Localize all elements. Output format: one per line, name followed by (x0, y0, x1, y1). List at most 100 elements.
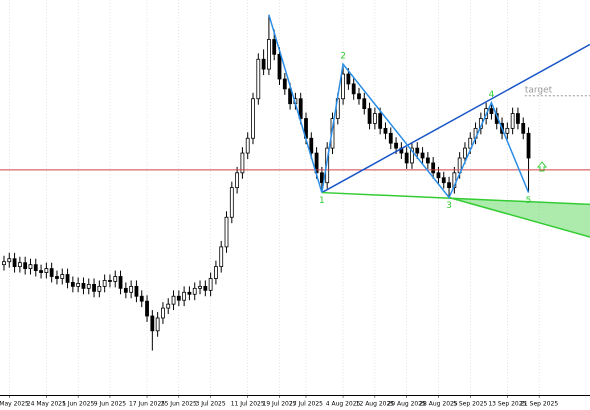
candle-body (203, 285, 208, 291)
candle-body (2, 261, 6, 266)
candle-body (113, 276, 118, 282)
candle-body (139, 295, 144, 302)
candle-body (394, 142, 398, 149)
candle-body (176, 295, 181, 301)
candle-body (346, 73, 351, 85)
candle-body (134, 285, 139, 297)
candle-body (187, 291, 192, 295)
candle-body (224, 216, 229, 248)
candle-body (49, 268, 54, 277)
candle-body (261, 58, 266, 70)
candle-body (516, 113, 520, 124)
candle-body (97, 285, 102, 292)
candle-body (510, 113, 515, 129)
candle-body (240, 152, 245, 174)
candle-body (521, 123, 526, 134)
candle-body (404, 152, 409, 164)
candle-body (145, 300, 149, 317)
candle-body (468, 137, 473, 149)
candle-body (309, 137, 314, 154)
candle-body (33, 264, 38, 271)
x-tick-label: 28 Aug 2025 (419, 401, 458, 408)
candle-body (256, 58, 261, 100)
candle-body (92, 283, 96, 292)
candle-body (489, 108, 494, 114)
candle-body (192, 287, 197, 295)
x-tick-label: 27 Jul 2025 (289, 401, 323, 408)
candle-body (198, 285, 202, 289)
x-tick-label: 1 Jun 2025 (62, 401, 94, 408)
candle-body (17, 262, 22, 268)
candle-body (388, 132, 393, 144)
candle-body (415, 147, 420, 154)
candle-body (282, 78, 287, 90)
x-tick-label: 4 Aug 2025 (326, 401, 361, 408)
candle-body (76, 283, 81, 287)
candle-body (86, 283, 91, 289)
x-tick-label: 19 Jul 2025 (263, 401, 297, 408)
candle-body (150, 315, 155, 332)
candle-body (383, 127, 388, 134)
candle-body (378, 113, 383, 129)
candle-body (367, 108, 372, 124)
candle-body (129, 285, 134, 293)
candle-body (362, 98, 367, 110)
x-tick-label: 12 Aug 2025 (356, 401, 395, 408)
candle-body (182, 291, 187, 301)
candle-body (341, 73, 345, 100)
candle-body (102, 280, 107, 287)
x-tick-label: 21 Sep 2025 (520, 401, 558, 408)
candle-body (436, 172, 441, 179)
candle-body (272, 39, 277, 55)
candle-body (505, 127, 510, 134)
wave-label: 5 (526, 196, 532, 206)
candle-body (245, 137, 250, 154)
candle-body (12, 258, 17, 268)
x-tick-label: 11 Jul 2025 (231, 401, 265, 408)
candle-body (319, 172, 324, 184)
candle-body (526, 132, 531, 159)
x-tick-label: 3 Jul 2025 (196, 401, 226, 408)
candle-body (171, 295, 176, 305)
candle-body (235, 172, 240, 189)
x-tick-label: 16 May 2025 (0, 401, 29, 408)
candle-body (23, 262, 28, 269)
candle-body (229, 187, 234, 218)
x-tick-label: 24 May 2025 (27, 401, 66, 408)
x-tick-label: 25 Jun 2025 (161, 401, 197, 408)
candle-body (28, 264, 33, 269)
trendline (321, 191, 590, 206)
x-tick-label: 9 Jun 2025 (94, 401, 126, 408)
wave-line (268, 14, 530, 199)
candle-body (123, 287, 128, 293)
candle-body (425, 157, 430, 164)
candle-body (166, 303, 171, 309)
candle-body (70, 282, 75, 287)
x-tick-label: 20 Aug 2025 (387, 401, 426, 408)
trendline (448, 196, 590, 238)
candle-body (298, 98, 303, 119)
candle-body (208, 278, 213, 291)
candle-body (60, 274, 65, 279)
candle-body (214, 266, 218, 279)
candle-body (410, 147, 414, 164)
candle-body (277, 53, 282, 80)
candle-body (65, 274, 70, 283)
candle-body (267, 39, 271, 70)
candle-body (251, 98, 255, 139)
candle-body (155, 317, 160, 332)
candle-body (441, 177, 446, 184)
candle-body (372, 113, 377, 124)
candle-body (452, 172, 457, 189)
candle-body (463, 147, 467, 159)
candle-body (351, 83, 356, 95)
x-tick-label: 5 Sep 2025 (453, 401, 487, 408)
candle-body (357, 93, 361, 100)
trendline (321, 43, 590, 194)
x-tick-label: 13 Sep 2025 (488, 401, 526, 408)
candle-body (7, 258, 12, 263)
candle-body (118, 276, 123, 289)
x-tick-label: 17 Jun 2025 (129, 401, 165, 408)
